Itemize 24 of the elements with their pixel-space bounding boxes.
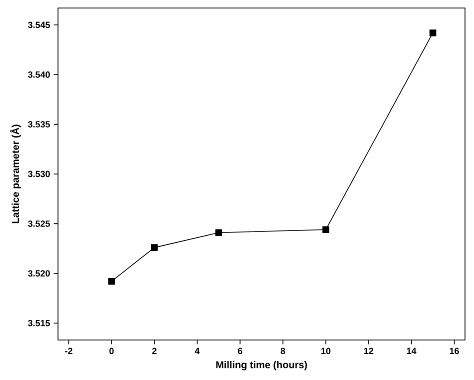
y-tick-label: 3.540 (28, 71, 50, 78)
x-tick-label: 16 (450, 348, 459, 354)
y-tick-label: 3.515 (28, 320, 50, 326)
point (322, 226, 330, 234)
y-tick-label: 3.545 (28, 22, 50, 28)
y-tick-label: 3.520 (28, 270, 50, 277)
x-tick-label: 6 (238, 348, 242, 354)
x-tick-label: 8 (280, 348, 286, 354)
y-axis-title: Lattice parameter (Å) (10, 124, 21, 224)
point (215, 229, 222, 236)
x-tick-label: 10 (321, 348, 330, 354)
point (429, 29, 436, 36)
x-axis-title: Milling time (hours) (216, 360, 307, 370)
y-tick-label: 3.525 (28, 220, 50, 227)
y-tick-label: 3.530 (28, 170, 50, 178)
x-tick-label: 2 (152, 348, 157, 354)
point (151, 244, 158, 251)
x-tick-label: 12 (364, 348, 374, 354)
x-tick-label: 0 (109, 348, 114, 354)
x-tick-label: -2 (65, 348, 72, 354)
y-tick-label: 3.535 (28, 121, 50, 128)
x-tick-label: 4 (194, 348, 200, 354)
point (108, 278, 115, 285)
x-tick-label: 14 (407, 348, 416, 354)
